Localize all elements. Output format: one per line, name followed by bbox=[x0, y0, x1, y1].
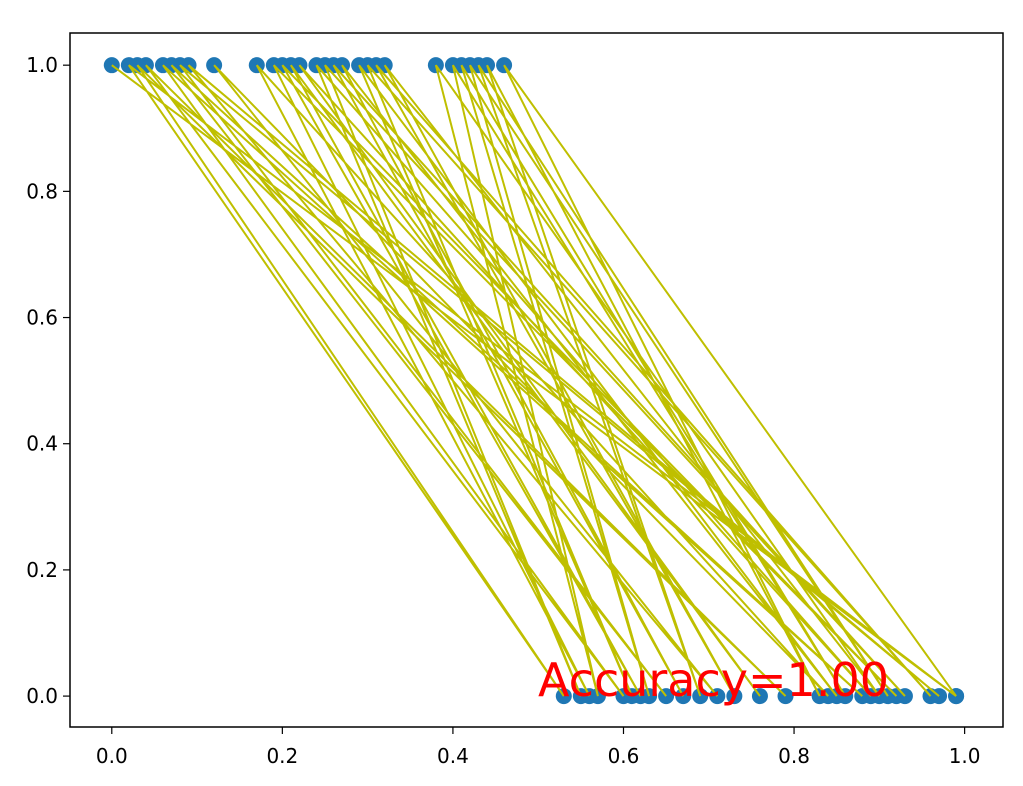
line bbox=[111, 64, 957, 697]
axes-frame bbox=[69, 32, 1004, 728]
y-tick-label: 1.0 bbox=[26, 53, 58, 77]
x-tick-label: 0.8 bbox=[778, 744, 810, 768]
x-tick-label: 0.4 bbox=[437, 744, 469, 768]
plot-area bbox=[103, 57, 965, 705]
x-tick-label: 1.0 bbox=[949, 744, 981, 768]
x-tick-label: 0.0 bbox=[96, 744, 128, 768]
y-tick-label: 0.8 bbox=[26, 179, 58, 203]
point bbox=[103, 57, 120, 74]
y-tick-label: 0.0 bbox=[26, 684, 58, 708]
x-tick-label: 0.2 bbox=[266, 744, 298, 768]
x-tick-label: 0.6 bbox=[608, 744, 640, 768]
y-tick-label: 0.4 bbox=[26, 432, 58, 456]
y-tick-label: 0.2 bbox=[26, 558, 58, 582]
annotation: Accuracy=1.00 bbox=[538, 653, 889, 707]
y-tick-label: 0.6 bbox=[26, 306, 58, 330]
